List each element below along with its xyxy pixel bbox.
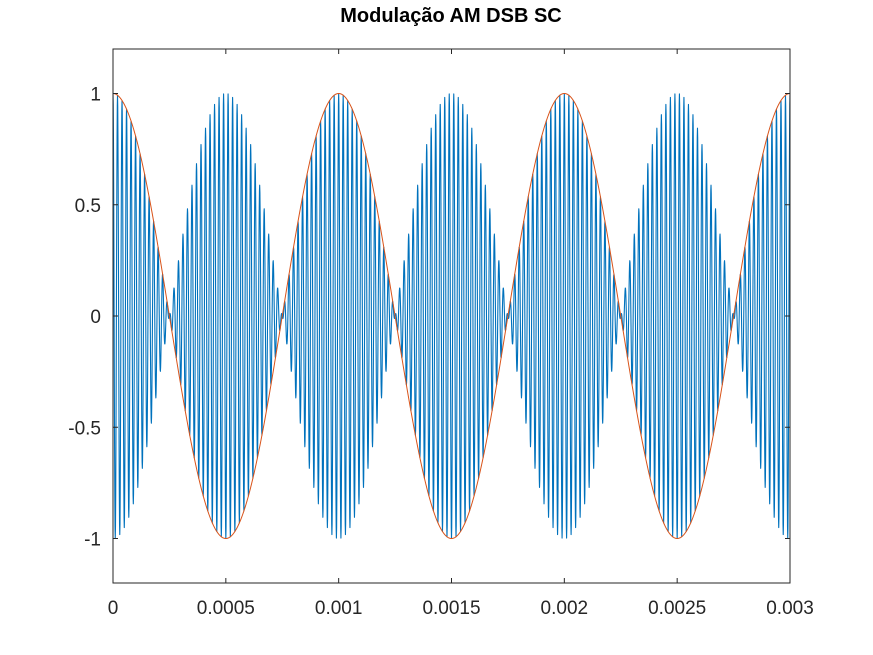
series-layer [113, 92, 790, 540]
message-envelope-line [113, 93, 790, 539]
modulated-signal-line [113, 92, 790, 540]
chart-title: Modulação AM DSB SC [340, 5, 562, 27]
y-tick-label: -1 [84, 530, 101, 551]
y-axis: -1 -0.5 0 0.5 1 [68, 85, 790, 551]
y-tick-label: 0 [90, 307, 101, 328]
x-tick-label: 0 [108, 598, 119, 619]
x-tick-label: 0.002 [541, 598, 589, 619]
y-tick-label: -0.5 [68, 418, 101, 439]
y-tick-label: 1 [90, 85, 101, 106]
x-axis: 0 0.0005 0.001 0.0015 0.002 0.0025 0.003 [108, 49, 814, 619]
x-tick-label: 0.0015 [422, 598, 480, 619]
x-tick-label: 0.0005 [197, 598, 255, 619]
y-tick-label: 0.5 [75, 196, 101, 217]
x-tick-label: 0.001 [315, 598, 363, 619]
x-tick-label: 0.0025 [648, 598, 706, 619]
x-tick-label: 0.003 [766, 598, 814, 619]
plot-area [112, 48, 791, 584]
